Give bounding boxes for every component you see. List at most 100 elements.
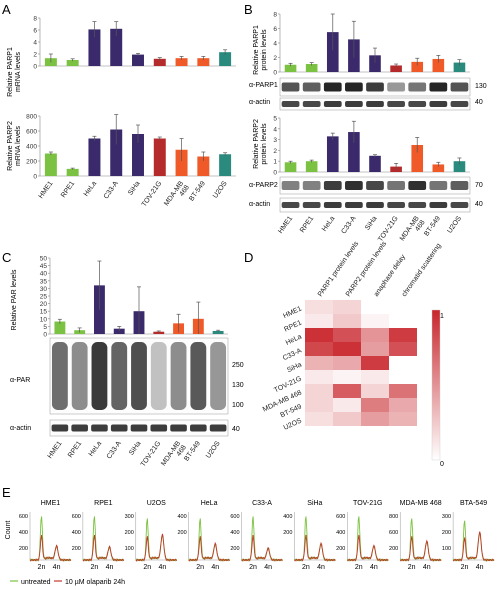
heatmap-cell — [305, 356, 333, 370]
heatmap-cell — [333, 328, 361, 342]
b-bottom-bar — [369, 155, 381, 172]
a-bottom-ytick-label: 400 — [26, 144, 37, 151]
blot-par-label: α-PAR — [10, 377, 30, 384]
heatmap-cell — [361, 384, 389, 398]
hist-xtick-2n: 2n — [143, 564, 151, 571]
hist-curve-untreated — [135, 518, 178, 562]
a-bottom-bar — [175, 149, 188, 176]
a-xlabel: HeLa — [83, 180, 98, 198]
heatmap-cell — [333, 398, 361, 412]
panel-a-top-ylabel-1: Relative PARP1 — [7, 47, 14, 97]
heatmap-cell — [305, 342, 333, 356]
hist-xtick-2n: 2n — [196, 564, 204, 571]
heatmap-cell — [361, 300, 389, 314]
hist-curve-untreated — [452, 520, 495, 562]
heatmap-cell — [389, 398, 417, 412]
b-actin1-band — [450, 101, 469, 107]
panel-letter-c: C — [2, 250, 11, 265]
panel-a: Relative PARP1 mRNA levels Relative PARP… — [7, 16, 236, 208]
c-par-lane — [150, 342, 167, 410]
hist-title: BTA-549 — [460, 500, 487, 507]
a-top-bar — [132, 54, 144, 66]
hist-curve-olaparib — [294, 534, 336, 562]
heatmap-cell — [361, 412, 389, 426]
a-xlabel: RPE1 — [60, 180, 76, 199]
b-actin1-band — [429, 101, 448, 107]
panel-b-bottom-ylabel-1: Relative PARP2 — [253, 119, 260, 169]
c-par-lane — [190, 342, 207, 410]
c-ytick-label: 0 — [43, 332, 47, 339]
b-top-ytick-label: 0 — [273, 70, 277, 77]
b-actin1-band — [281, 101, 300, 107]
blot-actin1-label: α-actin — [249, 99, 270, 106]
a-bottom-ytick-label: 0 — [33, 174, 37, 181]
heatmap-cell — [361, 356, 389, 370]
blot-par-marker-250: 250 — [232, 362, 244, 369]
heatmap-cell — [305, 370, 333, 384]
b-parp1-band — [408, 82, 427, 92]
hist-xtick-2n: 2n — [408, 564, 416, 571]
c-actin-band — [170, 424, 187, 432]
panel-letter-e: E — [2, 485, 11, 500]
c-par-lane — [111, 342, 128, 410]
heatmap-cell — [305, 398, 333, 412]
b-actin2-band — [302, 202, 321, 208]
b-top-ytick-label: 8 — [273, 12, 277, 19]
b-actin1-band — [408, 101, 427, 107]
c-ytick-label: 15 — [40, 309, 48, 316]
b-bottom-ytick-label: 0 — [273, 170, 277, 177]
heatmap-row-label: C33-A — [282, 347, 303, 362]
a-top-bar — [175, 58, 188, 66]
hist-xtick-4n: 4n — [106, 564, 114, 571]
hist-curve-olaparib — [399, 536, 442, 562]
a-top-ytick-label: 8 — [33, 16, 37, 23]
hist-xtick-2n: 2n — [90, 564, 98, 571]
hist-ytick-label: 400 — [230, 530, 239, 536]
b-top-bar — [284, 64, 297, 72]
hist-ytick-label: 200 — [72, 546, 81, 552]
b-bottom-ytick-label: 4 — [273, 126, 277, 133]
hist-curve-olaparib — [346, 534, 389, 562]
heatmap-row-label: U2OS — [283, 417, 304, 432]
c-ytick-label: 35 — [40, 278, 48, 285]
b-top-ytick-label: 6 — [273, 26, 277, 33]
b-actin1-band — [323, 101, 342, 107]
blot-parp2-label: α-PARP2 — [249, 182, 278, 189]
a-xlabel: BT-549 — [188, 180, 207, 203]
b-bottom-bar — [326, 136, 339, 172]
b-parp2-band — [429, 181, 448, 190]
c-xlabel: BT-549 — [183, 440, 202, 463]
b-actin1-band — [387, 101, 405, 107]
panel-b-top-ylabel-1: Relative PARP1 — [253, 25, 260, 75]
heatmap-cell — [333, 356, 361, 370]
b-parp1-band — [323, 82, 342, 92]
a-xlabel: C33-A — [103, 180, 120, 201]
c-actin-band — [91, 424, 108, 432]
heatmap-cell — [333, 384, 361, 398]
b-parp2-band — [302, 181, 321, 190]
a-bottom-ytick-label: 800 — [26, 114, 37, 121]
heatmap-cell — [333, 412, 361, 426]
panel-c-ylabel: Relative PAR levels — [11, 269, 18, 330]
a-xlabel: HME1 — [38, 180, 55, 200]
b-xlabel: RPE1 — [299, 215, 315, 234]
hist-ytick-label: 200 — [125, 530, 134, 536]
b-actin2-band — [281, 202, 300, 208]
b-top-bar — [411, 61, 424, 72]
c-ytick-label: 10 — [40, 316, 48, 323]
hist-title: SiHa — [307, 500, 322, 507]
b-top-bar — [326, 32, 339, 72]
heatmap-row-label: RPE1 — [283, 319, 303, 333]
hist-ytick-label: 600 — [336, 514, 345, 520]
blot-parp1-label: α-PARP1 — [249, 82, 278, 89]
c-xlabel: MDA-MB468 — [160, 440, 188, 472]
heatmap-row-label: SiHa — [286, 361, 303, 374]
hist-xtick-2n: 2n — [302, 564, 310, 571]
heatmap-cell — [305, 314, 333, 328]
hist-xtick-4n: 4n — [53, 564, 61, 571]
heatmap-cell — [361, 370, 389, 384]
c-actin-band — [130, 424, 148, 432]
c-bar — [113, 328, 125, 334]
c-ytick-label: 5 — [43, 324, 47, 331]
